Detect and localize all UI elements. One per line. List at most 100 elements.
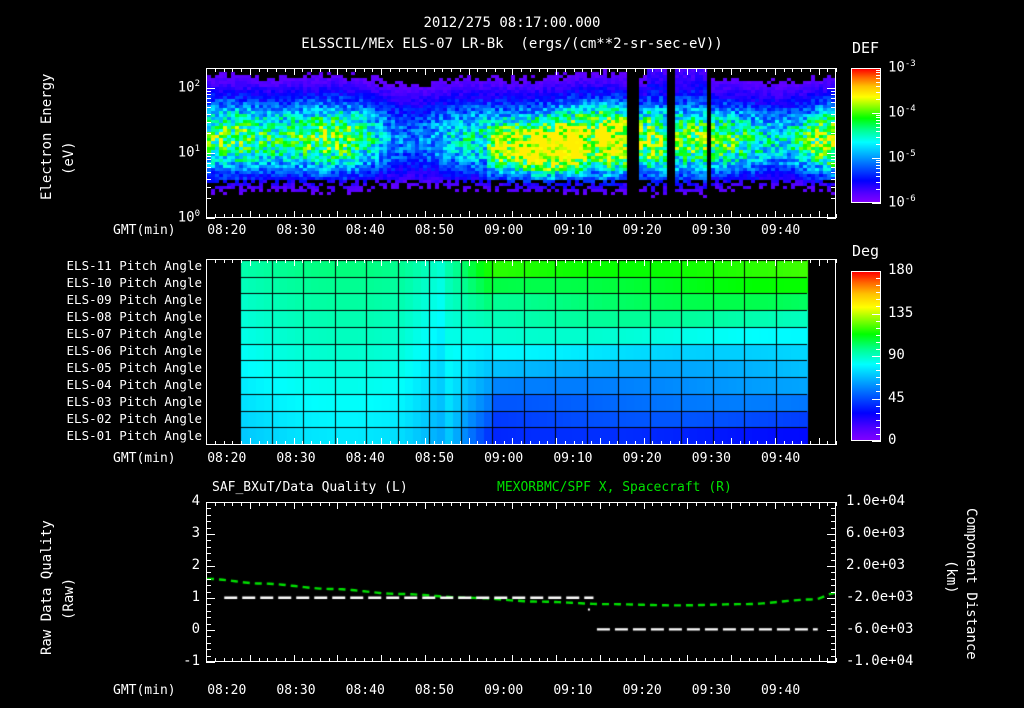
colorbar-tick [876,278,881,279]
y-axis-tick [206,617,211,618]
y-axis-tick [206,122,211,123]
axis-tick [320,214,321,218]
axis-tick [705,68,706,72]
y-axis-tick [831,156,836,157]
axis-tick [215,658,216,662]
colorbar-tick [876,299,881,300]
axis-tick [810,658,811,662]
axis-tick [486,259,487,263]
axis-tick [714,214,715,218]
axis-tick [617,502,618,506]
colorbar-tick [876,363,881,364]
colorbar-tick [876,406,881,407]
y-axis-tick [831,508,836,509]
axis-tick [652,441,653,445]
axis-tick [337,68,338,75]
axis-tick [626,502,627,506]
axis-tick [311,502,312,506]
axis-tick [232,214,233,218]
axis-tick [644,259,645,266]
axis-tick [679,658,680,662]
colorbar-tick [876,292,881,293]
panel3-title-left: SAF_BXuT/Data Quality (L) [212,480,408,495]
pitch-row-label: ELS-04 Pitch Angle [66,376,202,392]
xtick-label: 08:30 [276,451,316,466]
axis-tick [320,68,321,72]
axis-tick [215,259,216,263]
axis-tick [329,658,330,662]
axis-tick [425,655,426,662]
axis-tick [267,658,268,662]
colorbar-tick [872,158,881,159]
axis-tick [320,441,321,445]
axis-tick [565,441,566,445]
y-axis-tick [206,656,211,657]
axis-tick [267,441,268,445]
axis-tick [670,68,671,72]
axis-tick [241,214,242,218]
axis-tick [582,502,583,506]
colorbar-tick [876,172,881,173]
panel3-right-tick: -6.0e+03 [846,621,914,637]
panel1-ylabel-units: (eV) [61,141,77,175]
axis-tick [547,502,548,506]
axis-tick [600,502,601,509]
axis-tick [329,68,330,72]
axis-tick [442,259,443,263]
axis-tick [521,68,522,72]
axis-tick [477,68,478,72]
y-axis-tick [831,528,836,529]
axis-tick [722,68,723,72]
axis-tick [661,68,662,72]
axis-tick [232,68,233,72]
xtick-label: 09:10 [553,683,593,698]
axis-tick [477,502,478,506]
colorbar-tick [876,82,881,83]
axis-tick [451,259,452,263]
y-axis-tick [827,598,836,599]
axis-tick [652,214,653,218]
axis-tick [827,259,828,263]
axis-tick [416,214,417,218]
axis-tick [267,214,268,218]
panel3-ylabel-right-units: (km) [943,560,959,594]
colorbar-tick [876,123,881,124]
y-axis-tick [206,502,215,503]
pitch-angle-image [207,260,835,444]
axis-tick [670,259,671,263]
deg-tick-label: 135 [888,304,914,321]
axis-tick [705,502,706,506]
axis-tick [294,211,295,218]
axis-tick [574,259,575,263]
axis-tick [687,68,688,75]
axis-tick [495,658,496,662]
axis-tick [784,214,785,218]
axis-tick [512,438,513,445]
axis-tick [215,441,216,445]
axis-tick [512,68,513,75]
colorbar-tick [872,68,881,69]
axis-tick [652,259,653,263]
axis-tick [784,259,785,263]
y-axis-tick [206,198,211,199]
xtick-label: 08:50 [414,223,455,238]
axis-tick [250,68,251,75]
axis-tick [819,211,820,218]
axis-tick [206,502,207,509]
colorbar-tick [876,144,881,145]
axis-tick [381,655,382,662]
axis-tick [311,658,312,662]
colorbar-tick [876,120,881,121]
axis-tick [530,214,531,218]
axis-tick [512,502,513,509]
axis-tick [302,214,303,218]
def-tick-label: 10-6 [888,194,916,211]
axis-tick [600,655,601,662]
axis-tick [451,658,452,662]
axis-tick [232,502,233,506]
lineplot-traces [207,503,835,665]
axis-tick [232,658,233,662]
axis-tick [276,658,277,662]
axis-tick [329,214,330,218]
axis-tick [407,68,408,72]
